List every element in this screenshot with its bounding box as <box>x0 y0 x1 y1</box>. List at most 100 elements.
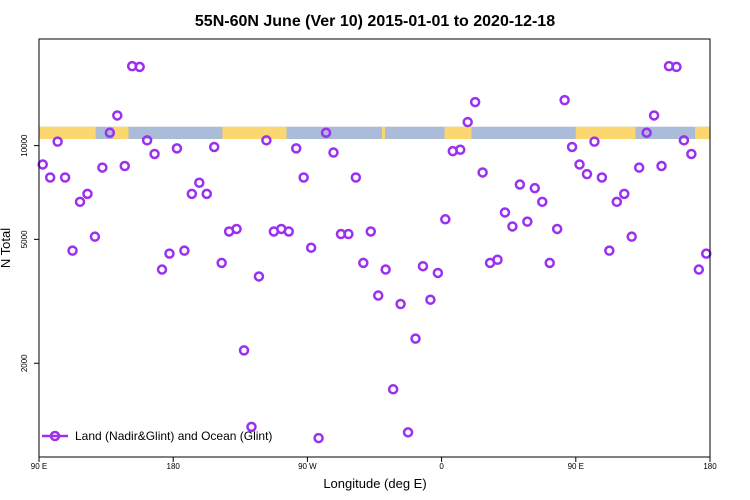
data-point <box>507 221 518 232</box>
data-point <box>171 143 183 154</box>
data-point <box>402 427 414 438</box>
data-point <box>112 110 123 121</box>
data-point <box>671 61 682 73</box>
x-tick-label: 90 E <box>31 462 47 471</box>
legend-label: Land (Nadir&Glint) and Ocean (Glint) <box>75 429 272 443</box>
data-point <box>119 160 130 172</box>
data-point <box>358 257 369 269</box>
data-point <box>611 196 623 208</box>
data-points <box>37 60 712 444</box>
legend: Land (Nadir&Glint) and Ocean (Glint) <box>42 429 272 443</box>
data-point <box>67 245 78 256</box>
data-point <box>633 162 645 173</box>
land-segment <box>444 126 472 140</box>
legend-marker <box>49 430 61 442</box>
data-point <box>469 96 481 108</box>
data-point <box>208 141 220 153</box>
data-point <box>216 257 227 269</box>
data-point <box>604 245 615 256</box>
chart-title: 55N-60N June (Ver 10) 2015-01-01 to 2020… <box>195 13 555 30</box>
data-point <box>589 136 600 147</box>
data-point <box>52 136 63 147</box>
data-point <box>261 135 272 146</box>
data-point <box>499 207 511 218</box>
data-point <box>283 226 295 237</box>
data-point <box>693 264 705 275</box>
data-point <box>343 228 354 240</box>
x-tick-label: 90 E <box>568 462 584 471</box>
data-point <box>82 188 93 200</box>
data-point <box>320 127 332 138</box>
data-point <box>551 223 563 235</box>
data-point <box>432 267 444 279</box>
data-point <box>238 345 250 356</box>
data-point <box>462 116 473 128</box>
data-point <box>454 144 466 155</box>
data-point <box>440 214 451 225</box>
data-point <box>231 223 242 235</box>
land-ocean-band <box>39 126 710 140</box>
data-point <box>253 271 265 282</box>
data-point <box>648 110 660 121</box>
ocean-band <box>39 126 710 140</box>
data-point <box>477 167 488 178</box>
x-axis-ticks: 90 E 180 90 W 0 90 E 180 <box>31 457 717 471</box>
x-axis-label: Longitude (deg E) <box>323 476 426 491</box>
data-point <box>59 172 71 183</box>
data-point <box>179 245 190 256</box>
data-point <box>514 179 526 190</box>
data-point <box>559 94 570 106</box>
data-point <box>387 384 399 395</box>
data-point <box>380 264 391 275</box>
data-point <box>641 127 652 138</box>
data-point <box>626 231 637 242</box>
data-point <box>74 196 86 208</box>
data-point <box>417 260 429 272</box>
land-segment <box>222 126 287 140</box>
data-point <box>44 172 56 183</box>
data-point <box>97 162 108 173</box>
data-point <box>149 148 160 160</box>
x-tick-label: 180 <box>703 462 717 471</box>
data-point <box>328 147 339 158</box>
data-point <box>537 196 548 208</box>
data-point <box>372 290 384 301</box>
data-point <box>350 172 362 183</box>
land-segment <box>575 126 636 140</box>
data-point <box>246 421 257 433</box>
data-point <box>89 231 101 242</box>
plot-frame <box>38 38 711 458</box>
data-point <box>104 127 116 138</box>
data-point <box>656 160 667 172</box>
data-point <box>134 61 145 73</box>
y-axis-label: N Total <box>0 228 13 268</box>
data-point <box>186 188 198 200</box>
x-tick-label: 180 <box>167 462 181 471</box>
data-point <box>395 298 406 310</box>
data-point <box>581 168 593 180</box>
data-point <box>544 257 555 269</box>
data-point <box>305 242 317 253</box>
y-axis-ticks: 2000 5000 10000 <box>20 134 39 372</box>
data-point <box>619 188 630 200</box>
data-point <box>141 135 153 146</box>
data-point <box>201 188 212 200</box>
data-point <box>529 182 541 194</box>
data-point <box>522 216 533 227</box>
y-tick-label: 5000 <box>20 230 29 248</box>
data-point <box>156 264 168 275</box>
data-point <box>313 432 324 444</box>
x-tick-label: 90 W <box>298 462 317 471</box>
data-point <box>566 141 578 153</box>
data-point <box>596 172 608 183</box>
data-point <box>37 159 48 170</box>
x-tick-label: 0 <box>439 462 444 471</box>
data-point <box>686 148 697 160</box>
land-segment <box>381 126 385 140</box>
land-segment <box>695 126 710 140</box>
land-segment <box>39 126 96 140</box>
y-tick-label: 2000 <box>20 354 29 372</box>
data-point <box>678 135 690 146</box>
data-point <box>164 248 175 259</box>
